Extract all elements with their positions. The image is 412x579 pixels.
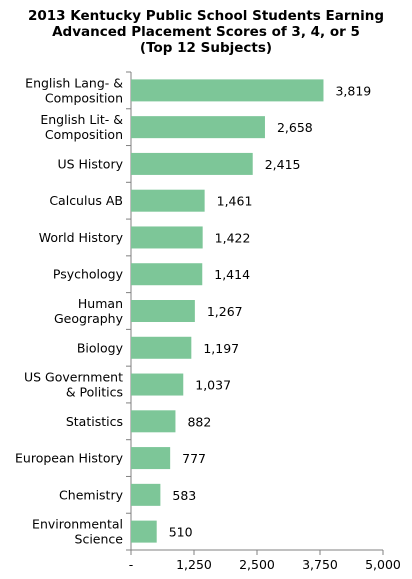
- data-label: 882: [187, 414, 211, 429]
- category-label: Human Geography: [54, 296, 124, 326]
- data-label: 1,414: [214, 267, 250, 282]
- x-tick-label: 1,250: [176, 557, 212, 572]
- bar: [131, 410, 176, 433]
- data-label: 1,037: [195, 378, 231, 393]
- category-label: Calculus AB: [49, 193, 123, 208]
- category-label: Biology: [77, 340, 124, 355]
- category-label-line: Composition: [45, 90, 123, 105]
- bar: [131, 189, 205, 212]
- bar: [131, 116, 265, 139]
- category-label-line: English Lang- &: [25, 75, 123, 90]
- category-label-line: Science: [75, 532, 124, 547]
- category-label-line: Geography: [54, 311, 124, 326]
- category-label-line: Chemistry: [59, 487, 124, 502]
- data-label: 1,461: [217, 194, 253, 209]
- x-tick-label: 2,500: [239, 557, 275, 572]
- category-label: Statistics: [66, 414, 123, 429]
- category-label: Chemistry: [59, 487, 124, 502]
- data-label: 2,415: [265, 157, 301, 172]
- category-label: European History: [15, 451, 124, 466]
- data-label: 3,819: [335, 83, 371, 98]
- bar: [131, 226, 203, 249]
- x-tick-label: 5,000: [365, 557, 401, 572]
- category-label: World History: [39, 230, 124, 245]
- data-label: 583: [172, 488, 196, 503]
- data-label: 1,267: [207, 304, 243, 319]
- category-label-line: Composition: [45, 127, 123, 142]
- data-label: 1,197: [203, 341, 239, 356]
- bar: [131, 336, 192, 359]
- category-label-line: & Politics: [66, 385, 123, 400]
- category-label-line: US History: [57, 156, 123, 171]
- bar: [131, 152, 253, 175]
- category-label-line: World History: [39, 230, 124, 245]
- category-label: English Lit- & Composition: [40, 112, 123, 142]
- chart-title: 2013 Kentucky Public School Students Ear…: [0, 8, 412, 56]
- category-label: US History: [57, 156, 123, 171]
- category-label-line: English Lit- &: [40, 112, 123, 127]
- data-label: 777: [182, 451, 206, 466]
- bar: [131, 447, 171, 470]
- data-label: 510: [169, 525, 193, 540]
- category-label-line: Statistics: [66, 414, 123, 429]
- category-label-line: Human: [78, 296, 123, 311]
- bar: [131, 79, 324, 102]
- category-label-line: US Government: [24, 370, 123, 385]
- category-label: Environmental Science: [32, 517, 123, 547]
- bar: [131, 263, 203, 286]
- bar: [131, 483, 161, 506]
- x-tick-label: -: [129, 557, 134, 572]
- chart-title-line-2: Advanced Placement Scores of 3, 4, or 5: [52, 24, 360, 40]
- category-label-line: Psychology: [53, 267, 124, 282]
- data-label: 2,658: [277, 120, 313, 135]
- category-label-line: Biology: [77, 340, 124, 355]
- category-label: English Lang- & Composition: [25, 75, 123, 105]
- data-label: 1,422: [215, 230, 251, 245]
- chart-title-line-1: 2013 Kentucky Public School Students Ear…: [27, 8, 385, 24]
- category-label: Psychology: [53, 267, 124, 282]
- bar: [131, 520, 157, 543]
- chart-title-line-3: (Top 12 Subjects): [139, 40, 273, 56]
- bar: [131, 300, 195, 322]
- category-label-line: Calculus AB: [49, 193, 123, 208]
- category-label-line: Environmental: [32, 517, 123, 532]
- category-label: US Government & Politics: [24, 370, 123, 400]
- bar: [131, 373, 184, 396]
- category-label-line: European History: [15, 451, 124, 466]
- x-tick-label: 3,750: [302, 557, 338, 572]
